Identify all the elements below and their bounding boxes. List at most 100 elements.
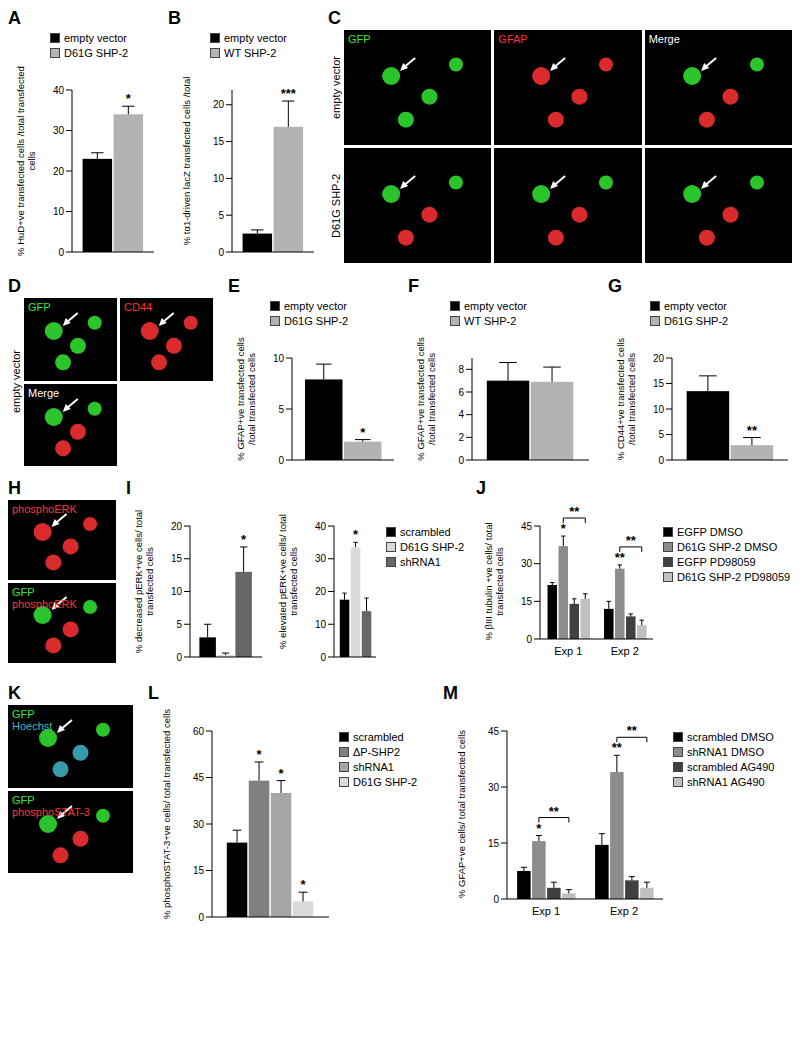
svg-text:6: 6 — [458, 387, 464, 398]
svg-text:*: * — [126, 91, 132, 106]
html-text:empty vector: empty vector — [664, 299, 727, 312]
svg-text:30: 30 — [53, 125, 65, 136]
svg-text:*: * — [561, 521, 567, 536]
svg-text:15: 15 — [653, 378, 665, 389]
svg-text:5: 5 — [278, 404, 284, 415]
html-text:D61G SHP-2: D61G SHP-2 — [353, 775, 418, 788]
svg-text:0: 0 — [198, 912, 204, 923]
svg-text:20: 20 — [315, 586, 327, 597]
svg-text:0: 0 — [218, 247, 224, 258]
html-text:empty vector: empty vector — [64, 31, 127, 44]
svg-text:**: ** — [626, 533, 637, 548]
svg-text:*: * — [279, 766, 285, 781]
html-text:EGFP DMSO: EGFP DMSO — [677, 525, 743, 538]
svg-text:30: 30 — [315, 553, 327, 564]
html-text:shRNA1: shRNA1 — [400, 555, 441, 568]
svg-text:0: 0 — [58, 247, 64, 258]
html-text:% elevated pERK+ve cells/ tota: % elevated pERK+ve cells/ total transfec… — [277, 514, 299, 649]
svg-text:**: ** — [747, 423, 758, 438]
svg-text:15: 15 — [488, 838, 500, 849]
html-text:B: B — [168, 8, 181, 28]
html-text:empty vector: empty vector — [224, 31, 287, 44]
svg-text:*: * — [536, 821, 542, 836]
html-text:M: M — [443, 683, 458, 703]
svg-text:20: 20 — [171, 521, 183, 532]
svg-text:0: 0 — [493, 894, 499, 905]
svg-text:0: 0 — [320, 652, 326, 663]
html-text:D61G SHP-2 DMSO: D61G SHP-2 DMSO — [677, 540, 778, 553]
svg-text:Exp 1: Exp 1 — [554, 645, 582, 657]
html-text:WT SHP-2: WT SHP-2 — [224, 46, 277, 59]
svg-text:0: 0 — [658, 455, 664, 466]
svg-text:45: 45 — [488, 726, 500, 737]
svg-text:10: 10 — [53, 206, 65, 217]
svg-text:30: 30 — [193, 819, 205, 830]
html-text:D61G SHP-2: D61G SHP-2 — [400, 540, 465, 553]
svg-text:Exp 2: Exp 2 — [611, 645, 639, 657]
svg-text:**: ** — [549, 804, 560, 819]
html-text:A: A — [8, 8, 21, 28]
html-text:% GFAP+ve transfected cells /t: % GFAP+ve transfected cells /total trans… — [415, 337, 437, 461]
svg-text:***: *** — [281, 86, 297, 101]
svg-text:**: ** — [627, 723, 638, 738]
svg-text:15: 15 — [521, 596, 533, 607]
html-text:scrambled DMSO: scrambled DMSO — [687, 730, 774, 743]
svg-text:10: 10 — [315, 619, 327, 630]
html-text:% decreased pERK+ve cells/ tot: % decreased pERK+ve cells/ total transfe… — [133, 509, 155, 654]
html-text:shRNA1: shRNA1 — [353, 760, 394, 773]
svg-text:20: 20 — [213, 99, 225, 110]
html-text:G: G — [608, 276, 622, 296]
svg-text:30: 30 — [521, 558, 533, 569]
html-text:scrambled: scrambled — [353, 730, 404, 743]
html-text:% HuD+ve transfected cells /to: % HuD+ve transfected cells /total transf… — [15, 66, 37, 256]
html-text:% βIII tubulin +ve cells/ tota: % βIII tubulin +ve cells/ total transfec… — [483, 522, 505, 641]
svg-text:**: ** — [569, 504, 580, 519]
html-text:ΔP-SHP2: ΔP-SHP2 — [353, 745, 401, 758]
svg-text:5: 5 — [658, 429, 664, 440]
svg-text:*: * — [257, 747, 263, 762]
html-text:empty vector: empty vector — [464, 299, 527, 312]
html-text:D61G SHP-2: D61G SHP-2 — [664, 314, 729, 327]
svg-text:30: 30 — [488, 782, 500, 793]
html-text:empty vector: empty vector — [284, 299, 347, 312]
svg-text:*: * — [360, 425, 366, 440]
svg-text:*: * — [353, 527, 359, 542]
svg-text:10: 10 — [653, 404, 665, 415]
svg-text:0: 0 — [526, 634, 532, 645]
svg-text:8: 8 — [458, 364, 464, 375]
html-text:EGFP PD98059: EGFP PD98059 — [677, 555, 756, 568]
svg-text:60: 60 — [193, 726, 205, 737]
svg-text:Exp 2: Exp 2 — [610, 905, 638, 917]
svg-text:20: 20 — [53, 166, 65, 177]
svg-text:10: 10 — [213, 173, 225, 184]
svg-text:*: * — [241, 532, 247, 547]
html-text:% GFAP+ve transfected cells /t: % GFAP+ve transfected cells /total trans… — [235, 337, 257, 461]
html-text:D61G SHP-2: D61G SHP-2 — [64, 46, 129, 59]
svg-text:**: ** — [612, 740, 623, 755]
svg-text:5: 5 — [176, 619, 182, 630]
html-text:% CD44+ve transfected cells /t: % CD44+ve transfected cells /total trans… — [615, 337, 637, 461]
svg-text:15: 15 — [213, 136, 225, 147]
svg-text:45: 45 — [521, 521, 533, 532]
svg-text:45: 45 — [193, 772, 205, 783]
svg-text:*: * — [301, 877, 307, 892]
svg-text:0: 0 — [278, 455, 284, 466]
svg-text:5: 5 — [218, 210, 224, 221]
svg-text:4: 4 — [458, 409, 464, 420]
html-text:D61G SHP-2 PD98059: D61G SHP-2 PD98059 — [677, 570, 791, 583]
svg-text:40: 40 — [315, 521, 327, 532]
svg-text:10: 10 — [273, 353, 285, 364]
svg-text:**: ** — [615, 550, 626, 565]
svg-text:20: 20 — [653, 353, 665, 364]
html-text:WT SHP-2: WT SHP-2 — [464, 314, 517, 327]
svg-text:2: 2 — [458, 432, 464, 443]
svg-text:15: 15 — [193, 865, 205, 876]
svg-text:0: 0 — [458, 455, 464, 466]
html-text:scrambled: scrambled — [400, 525, 451, 538]
html-text:D61G SHP-2: D61G SHP-2 — [284, 314, 349, 327]
svg-text:15: 15 — [171, 553, 183, 564]
svg-text:0: 0 — [176, 652, 182, 663]
svg-text:10: 10 — [171, 586, 183, 597]
svg-text:Exp 1: Exp 1 — [532, 905, 560, 917]
svg-text:40: 40 — [53, 85, 65, 96]
